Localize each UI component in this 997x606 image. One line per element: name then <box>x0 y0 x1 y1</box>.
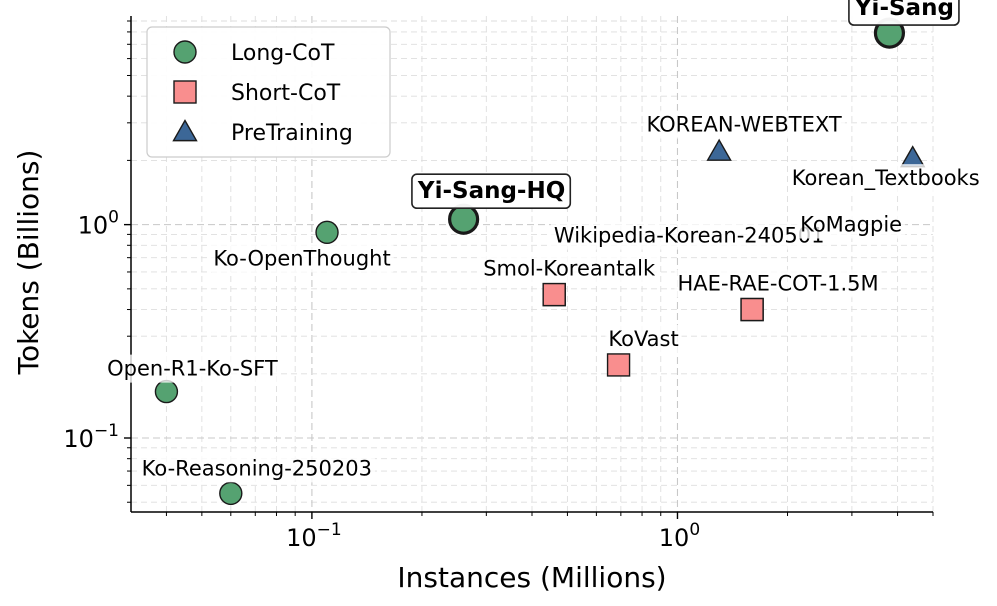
grid <box>131 16 934 512</box>
label-korean-webtext: KOREAN-WEBTEXT <box>643 110 845 139</box>
label-ko-openthought: Ko-OpenThought <box>210 244 394 273</box>
svg-text:Ko-OpenThought: Ko-OpenThought <box>213 246 390 270</box>
point-korean-webtext <box>706 138 732 161</box>
y-axis-label: Tokens (Billions) <box>12 150 45 376</box>
label-korean-textbooks: Korean_Textbooks <box>788 164 983 194</box>
label-yi-sang: Yi-Sang <box>848 0 960 26</box>
y-tick-label: 100 <box>78 208 119 240</box>
point-ko-reasoning-250203 <box>219 481 243 506</box>
x-axis-label: Instances (Millions) <box>397 561 666 594</box>
legend: Long-CoT Short-CoT PreTraining <box>146 26 391 158</box>
x-tick-label: 10−1 <box>286 520 342 552</box>
point-labels: Yi-Sang Yi-Sang-HQ Ko-OpenThought Open-R1-K… <box>104 0 983 483</box>
legend-item-pretraining: PreTraining <box>172 119 353 146</box>
legend-label-pretraining: PreTraining <box>231 121 353 146</box>
svg-text:Wikipedia-Korean-240501: Wikipedia-Korean-240501 <box>554 224 825 248</box>
svg-text:HAE-RAE-COT-1.5M: HAE-RAE-COT-1.5M <box>678 272 879 296</box>
point-kovast <box>606 353 631 377</box>
svg-text:Yi-Sang-HQ: Yi-Sang-HQ <box>417 178 565 204</box>
svg-text:KOREAN-WEBTEXT: KOREAN-WEBTEXT <box>647 113 842 137</box>
legend-marker-pretraining <box>172 119 198 142</box>
svg-text:KoVast: KoVast <box>608 327 678 351</box>
point-wikipedia-korean-240501 <box>542 282 566 307</box>
label-wikipedia-korean-240501: Wikipedia-Korean-240501 <box>550 221 828 250</box>
legend-label-long-cot: Long-CoT <box>231 41 335 66</box>
point-korean-textbooks <box>899 145 926 168</box>
label-komagpie: KoMagpie <box>797 210 906 239</box>
label-yi-sang-hq: Yi-Sang-HQ <box>411 173 572 210</box>
point-komagpie <box>740 297 764 322</box>
svg-text:Korean_Textbooks: Korean_Textbooks <box>792 166 980 191</box>
svg-text:KoMagpie: KoMagpie <box>800 213 902 237</box>
svg-text:Open-R1-Ko-SFT: Open-R1-Ko-SFT <box>107 357 278 381</box>
x-tick-label: 100 <box>659 520 700 552</box>
legend-item-long-cot: Long-CoT <box>173 40 335 66</box>
legend-marker-short-cot <box>173 80 197 104</box>
svg-text:Smol-Koreantalk: Smol-Koreantalk <box>483 257 656 281</box>
svg-text:Yi-Sang: Yi-Sang <box>854 0 954 21</box>
legend-item-short-cot: Short-CoT <box>173 80 341 106</box>
label-open-r1-ko-sft: Open-R1-Ko-SFT <box>104 354 281 383</box>
data-points <box>154 17 926 506</box>
point-ko-openthought <box>315 220 339 245</box>
y-tick-label: 10−1 <box>63 421 119 453</box>
legend-box <box>146 26 391 158</box>
label-smol-koreantalk: Smol-Koreantalk <box>480 254 660 283</box>
legend-label-short-cot: Short-CoT <box>231 81 341 106</box>
point-yi-sang-hq <box>448 203 480 235</box>
label-ko-reasoning-250203: Ko-Reasoning-250203 <box>138 454 375 483</box>
point-open-r1-ko-sft <box>154 379 179 404</box>
ticks: 10−1 100 10−1 100 <box>63 20 934 552</box>
label-hae-rae-cot-1-5m: HAE-RAE-COT-1.5M <box>674 269 882 298</box>
legend-marker-long-cot <box>173 40 197 64</box>
label-kovast: KoVast <box>605 324 682 353</box>
svg-text:Ko-Reasoning-250203: Ko-Reasoning-250203 <box>142 456 372 480</box>
